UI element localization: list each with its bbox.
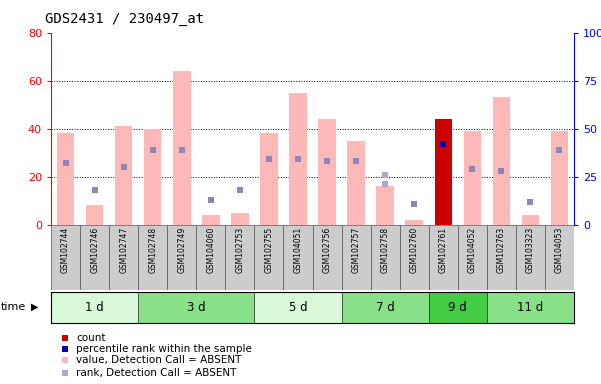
Text: GSM102757: GSM102757 [352, 227, 361, 273]
Text: GSM102744: GSM102744 [61, 227, 70, 273]
Bar [463, 131, 481, 225]
Bar [202, 215, 219, 225]
Text: GSM102763: GSM102763 [497, 227, 506, 273]
Text: 11 d: 11 d [517, 301, 543, 314]
Bar [138, 292, 254, 323]
Text: percentile rank within the sample: percentile rank within the sample [76, 344, 252, 354]
Text: GSM102755: GSM102755 [264, 227, 273, 273]
Text: 3 d: 3 d [187, 301, 206, 314]
Bar [429, 225, 458, 290]
Text: GSM102749: GSM102749 [177, 227, 186, 273]
Bar [86, 205, 103, 225]
Text: GSM104051: GSM104051 [293, 227, 302, 273]
Bar [313, 225, 341, 290]
Text: time: time [1, 302, 26, 312]
Bar [487, 225, 516, 290]
Text: rank, Detection Call = ABSENT: rank, Detection Call = ABSENT [76, 368, 236, 378]
Bar [231, 213, 249, 225]
Bar [493, 98, 510, 225]
Text: value, Detection Call = ABSENT: value, Detection Call = ABSENT [76, 356, 242, 366]
Bar [80, 225, 109, 290]
Text: GSM102748: GSM102748 [148, 227, 157, 273]
Text: 1 d: 1 d [85, 301, 104, 314]
Bar [51, 225, 80, 290]
Bar [51, 292, 138, 323]
Bar [551, 131, 568, 225]
Bar [115, 126, 132, 225]
Bar [516, 225, 545, 290]
Bar [225, 225, 254, 290]
Text: GSM102760: GSM102760 [410, 227, 419, 273]
Bar [376, 186, 394, 225]
Text: GSM102761: GSM102761 [439, 227, 448, 273]
Bar [254, 225, 284, 290]
Text: 7 d: 7 d [376, 301, 394, 314]
Bar [254, 292, 341, 323]
Bar [435, 119, 452, 225]
Text: GSM102746: GSM102746 [90, 227, 99, 273]
Bar [545, 225, 574, 290]
Bar [319, 119, 336, 225]
Bar [429, 292, 487, 323]
Bar [289, 93, 307, 225]
Bar [522, 215, 539, 225]
Bar [435, 119, 452, 225]
Bar [400, 225, 429, 290]
Bar [144, 129, 162, 225]
Bar [167, 225, 197, 290]
Text: GSM103323: GSM103323 [526, 227, 535, 273]
Bar [197, 225, 225, 290]
Bar [341, 292, 429, 323]
Bar [284, 225, 313, 290]
Text: GSM102756: GSM102756 [323, 227, 332, 273]
Bar [371, 225, 400, 290]
Text: 5 d: 5 d [288, 301, 307, 314]
Text: GSM104053: GSM104053 [555, 227, 564, 273]
Text: GDS2431 / 230497_at: GDS2431 / 230497_at [45, 12, 204, 25]
Text: count: count [76, 333, 106, 343]
Bar [173, 71, 191, 225]
Text: 9 d: 9 d [448, 301, 467, 314]
Text: GSM102753: GSM102753 [236, 227, 245, 273]
Bar [260, 134, 278, 225]
Bar [347, 141, 365, 225]
Bar [341, 225, 371, 290]
Text: GSM102758: GSM102758 [380, 227, 389, 273]
Text: GSM104052: GSM104052 [468, 227, 477, 273]
Text: GSM104060: GSM104060 [206, 227, 215, 273]
Bar [487, 292, 574, 323]
Bar [57, 134, 75, 225]
Text: ▶: ▶ [31, 302, 38, 312]
Bar [138, 225, 167, 290]
Text: GSM102747: GSM102747 [119, 227, 128, 273]
Bar [406, 220, 423, 225]
Bar [109, 225, 138, 290]
Bar [458, 225, 487, 290]
